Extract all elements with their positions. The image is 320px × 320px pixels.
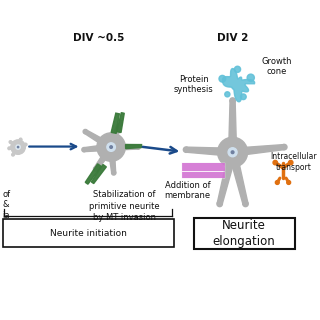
Circle shape [93,167,98,171]
Circle shape [25,143,27,146]
Circle shape [289,160,293,165]
Polygon shape [94,145,114,170]
Polygon shape [186,147,233,156]
Polygon shape [232,145,284,156]
Text: DIV ~0.5: DIV ~0.5 [73,33,124,44]
FancyBboxPatch shape [182,163,225,179]
Polygon shape [217,151,236,204]
Polygon shape [9,145,18,149]
Circle shape [107,143,116,151]
Circle shape [82,148,86,152]
Circle shape [8,147,10,149]
Polygon shape [10,141,19,148]
Circle shape [110,146,112,148]
Polygon shape [117,113,124,132]
Circle shape [228,148,237,157]
Text: DIV 2: DIV 2 [217,33,248,44]
FancyBboxPatch shape [194,218,295,249]
Circle shape [16,145,20,149]
Polygon shape [111,113,119,133]
Circle shape [217,201,222,207]
Circle shape [112,171,116,175]
Circle shape [273,160,277,165]
Circle shape [276,180,279,184]
Text: Neurite
elongation: Neurite elongation [213,219,276,248]
Polygon shape [84,130,113,150]
Circle shape [219,76,226,82]
Circle shape [83,130,87,134]
Polygon shape [16,139,22,148]
Circle shape [247,74,254,81]
FancyBboxPatch shape [3,220,174,247]
Circle shape [282,144,287,150]
Circle shape [118,120,122,125]
Polygon shape [91,164,106,184]
Circle shape [225,92,230,97]
Circle shape [136,145,140,149]
Circle shape [231,151,234,154]
Circle shape [97,133,125,161]
Circle shape [183,147,189,152]
Circle shape [234,66,241,72]
Polygon shape [125,145,142,148]
Circle shape [218,137,248,167]
Circle shape [11,140,25,154]
Text: Neurite initiation: Neurite initiation [50,228,127,237]
Polygon shape [222,68,255,102]
Circle shape [241,94,246,100]
Polygon shape [228,100,236,152]
Text: Protein
synthesis: Protein synthesis [174,75,214,94]
Circle shape [12,154,14,156]
Polygon shape [84,144,111,152]
Text: Growth
cone: Growth cone [261,57,292,76]
Circle shape [230,98,235,103]
Text: Addition of
membrane: Addition of membrane [164,181,211,200]
Text: of
&
ia: of & ia [3,190,11,220]
Polygon shape [108,122,122,148]
Circle shape [20,138,22,140]
Polygon shape [12,146,20,156]
Polygon shape [229,151,248,204]
Text: Intracellular
transport: Intracellular transport [270,152,316,172]
Polygon shape [18,143,26,149]
Polygon shape [85,164,101,184]
Text: Stabilization of
primitive neurite
by MT invasion: Stabilization of primitive neurite by MT… [89,190,159,222]
Circle shape [9,141,12,143]
Circle shape [243,201,248,207]
Circle shape [17,147,19,148]
Polygon shape [108,147,116,173]
Circle shape [287,180,291,184]
Polygon shape [111,144,138,150]
